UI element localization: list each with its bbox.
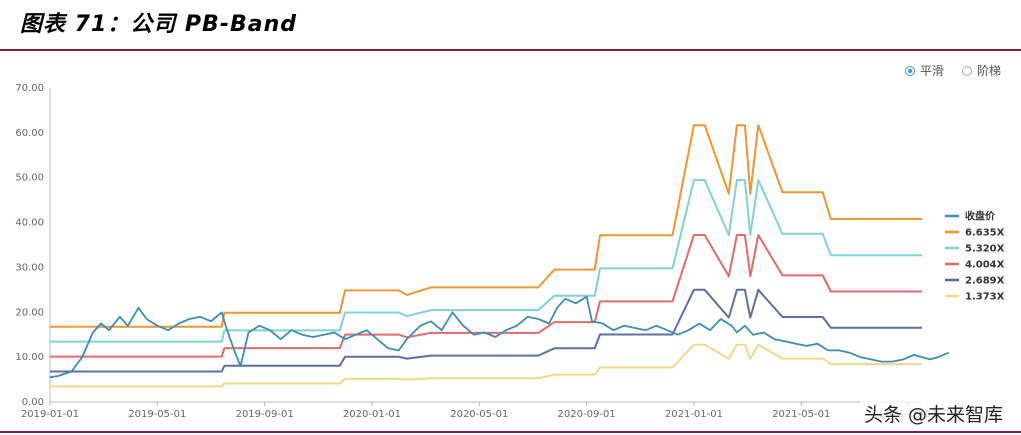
x-tick-label: 2021-01-01: [665, 409, 723, 420]
band-line-4-004x: [50, 234, 922, 358]
x-axis: 2019-01-01 2019-05-01 2019-09-01 2020-01-01…: [21, 401, 938, 420]
y-tick-label: 30.00: [15, 262, 44, 273]
bottom-rule: [0, 431, 1021, 433]
smoothing-toggle: 平滑 阶梯: [904, 62, 1001, 79]
x-tick-label: 2021-05-01: [772, 409, 830, 420]
smooth-radio[interactable]: [904, 65, 915, 76]
legend-label[interactable]: 6.635X: [965, 228, 1005, 239]
x-tick-label: 2020-01-01: [343, 409, 401, 420]
title-rule: [0, 49, 1021, 51]
y-tick-label: 20.00: [15, 307, 44, 318]
x-tick-label: 2019-09-01: [236, 409, 294, 420]
x-tick-label: 2020-05-01: [450, 409, 508, 420]
x-tick-label: 2019-01-01: [21, 409, 79, 420]
x-tick-label: 2020-09-01: [558, 409, 616, 420]
smooth-option[interactable]: 平滑: [904, 62, 944, 79]
legend-label[interactable]: 1.373X: [965, 292, 1005, 303]
watermark: 头条 @未来智库: [859, 400, 1007, 427]
step-radio[interactable]: [961, 65, 972, 76]
step-label: 阶梯: [976, 64, 1001, 78]
y-axis: 0.00 10.00 20.00 30.00 40.00 50.00 60.00 70.00: [15, 83, 51, 408]
legend-label[interactable]: 收盘价: [965, 210, 996, 223]
band-line-1-373x: [50, 343, 922, 388]
y-tick-label: 0.00: [22, 397, 44, 408]
y-tick-label: 70.00: [15, 83, 44, 94]
band-line-5-320x: [50, 179, 922, 343]
band-line-6-635x: [50, 124, 922, 328]
x-tick-label: 2019-05-01: [128, 409, 186, 420]
y-tick-label: 10.00: [15, 352, 44, 363]
legend-label[interactable]: 5.320X: [965, 244, 1005, 255]
legend: 收盘价 6.635X 5.320X 4.004X 2.689X 1.373X: [945, 210, 1005, 303]
series-layer: [49, 124, 950, 388]
y-tick-label: 40.00: [15, 218, 44, 229]
smooth-label: 平滑: [919, 64, 944, 78]
band-line-2-689x: [50, 288, 922, 373]
step-option[interactable]: 阶梯: [961, 62, 1001, 79]
legend-label[interactable]: 4.004X: [965, 260, 1005, 271]
figure-title: 图表 71：公司 PB-Band: [20, 12, 297, 37]
close-price-line: [49, 295, 950, 379]
y-tick-label: 50.00: [15, 173, 44, 184]
legend-label[interactable]: 2.689X: [965, 276, 1005, 287]
y-tick-label: 60.00: [15, 128, 44, 139]
